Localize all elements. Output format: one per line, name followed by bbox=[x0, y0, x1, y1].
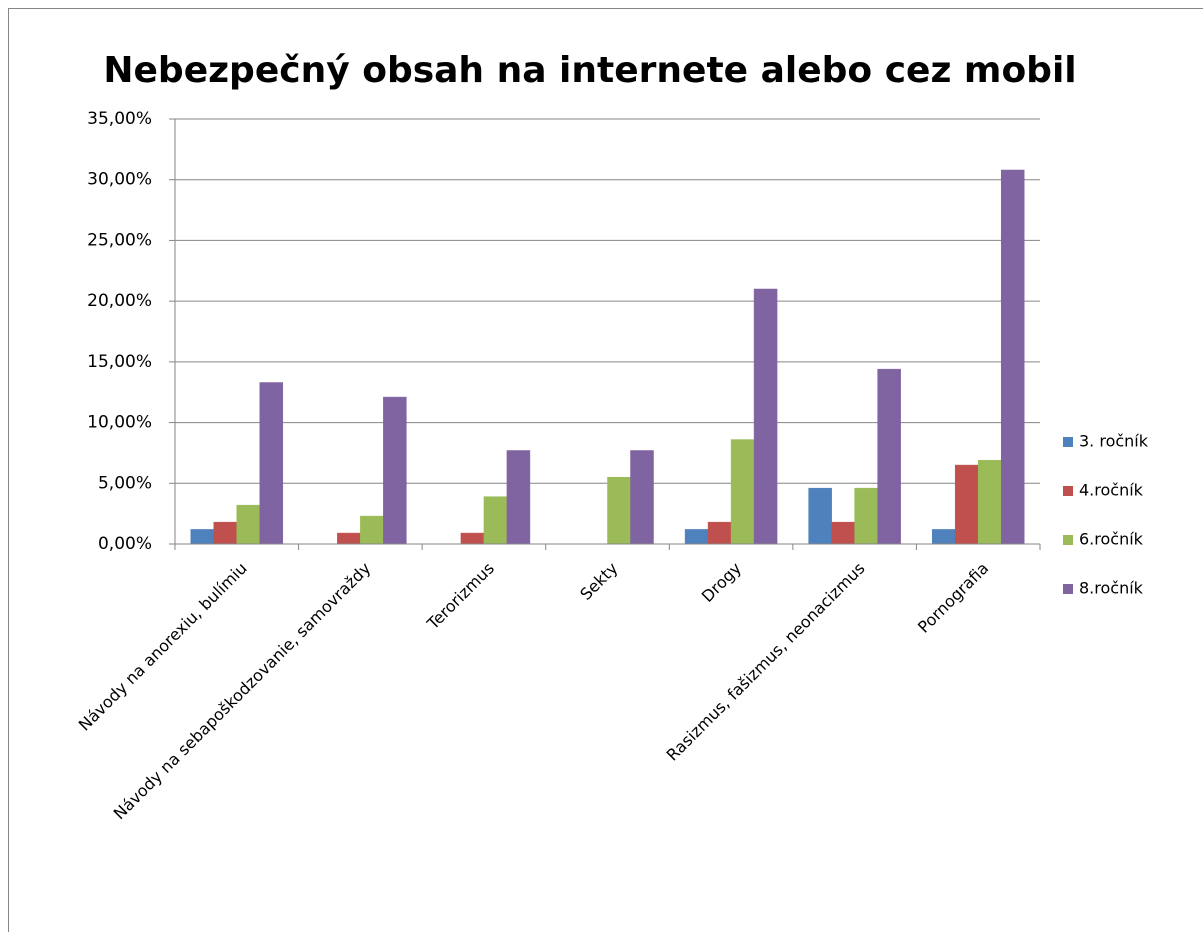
legend-label: 8.ročník bbox=[1079, 579, 1144, 598]
bar bbox=[607, 476, 631, 545]
y-tick-label: 35,00% bbox=[87, 109, 152, 129]
bar bbox=[213, 521, 238, 545]
bar bbox=[730, 439, 755, 545]
bar bbox=[630, 450, 654, 545]
bar bbox=[931, 529, 956, 545]
chart-title: Nebezpečný obsah na internete alebo cez … bbox=[103, 50, 1076, 91]
bar bbox=[684, 529, 709, 545]
bar bbox=[808, 487, 832, 545]
y-tick-label: 25,00% bbox=[87, 230, 152, 250]
bar bbox=[337, 532, 361, 545]
bar bbox=[236, 504, 261, 545]
y-tick-label: 30,00% bbox=[87, 170, 152, 190]
bar bbox=[460, 532, 485, 545]
legend-swatch bbox=[1063, 437, 1073, 447]
legend-swatch bbox=[1063, 584, 1073, 594]
y-tick-label: 5,00% bbox=[98, 473, 152, 493]
legend-label: 6.ročník bbox=[1079, 530, 1144, 549]
bar bbox=[1000, 169, 1025, 545]
y-tick-label: 15,00% bbox=[87, 352, 152, 372]
legend-swatch bbox=[1063, 535, 1073, 545]
bar bbox=[360, 515, 384, 545]
bar bbox=[753, 288, 778, 545]
bar bbox=[383, 396, 407, 545]
y-tick-label: 20,00% bbox=[87, 291, 152, 311]
bar bbox=[707, 521, 732, 545]
legend-label: 4.ročník bbox=[1079, 481, 1144, 500]
bar bbox=[954, 464, 979, 545]
bar bbox=[483, 496, 508, 545]
bar bbox=[877, 368, 901, 545]
bar bbox=[854, 487, 878, 545]
bar bbox=[831, 521, 855, 545]
y-tick-label: 0,00% bbox=[98, 534, 152, 554]
legend-label: 3. ročník bbox=[1079, 432, 1149, 451]
legend-swatch bbox=[1063, 486, 1073, 496]
bar bbox=[190, 529, 215, 545]
y-tick-label: 10,00% bbox=[87, 413, 152, 433]
bar bbox=[506, 450, 531, 545]
bar bbox=[977, 459, 1002, 545]
bar bbox=[259, 382, 284, 545]
